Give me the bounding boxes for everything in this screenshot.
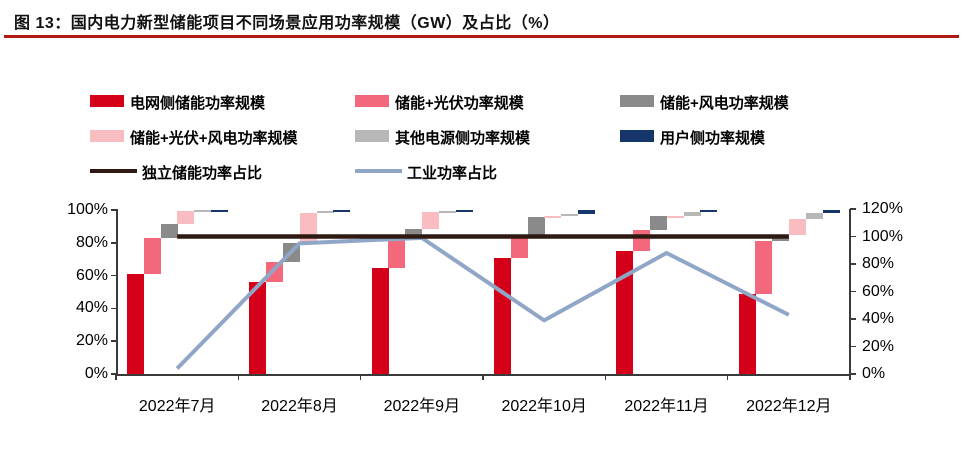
right-axis-label: 80%: [862, 255, 895, 272]
x-axis-tick: [849, 374, 851, 380]
bar-用户侧功率规模-2022年7月: [211, 210, 228, 212]
bar-储能+风电功率规模-2022年10月: [527, 217, 545, 238]
legend-label-4: 其他电源侧功率规模: [395, 130, 531, 147]
x-axis-tick: [726, 374, 729, 380]
right-axis-tick: [850, 318, 856, 320]
legend-swatch-4: [355, 130, 389, 142]
left-axis-tick: [111, 373, 116, 375]
bar-用户侧功率规模-2022年10月: [578, 210, 595, 215]
bar-储能+光伏+风电功率规模-2022年11月: [666, 215, 684, 218]
bar-储能+光伏+风电功率规模-2022年7月: [177, 210, 195, 224]
bar-电网侧储能功率规模-2022年8月: [249, 282, 267, 374]
x-axis-label: 2022年9月: [383, 398, 461, 415]
x-axis-label: 2022年11月: [624, 398, 709, 415]
right-axis-line: [849, 209, 851, 375]
right-axis-tick: [850, 263, 856, 265]
right-axis-label: 40%: [862, 310, 895, 327]
bar-其他电源侧功率规模-2022年7月: [194, 210, 212, 213]
right-axis-tick: [850, 235, 856, 238]
bar-储能+光伏功率规模-2022年10月: [510, 237, 528, 258]
left-axis-tick: [111, 209, 116, 211]
x-axis-tick: [237, 374, 240, 380]
x-axis-label: 2022年7月: [138, 398, 216, 415]
bar-储能+风电功率规模-2022年7月: [160, 223, 178, 238]
legend-swatch-5: [620, 130, 654, 142]
right-axis-tick: [850, 208, 856, 210]
legend-label-0: 电网侧储能功率规模: [130, 95, 266, 112]
right-axis-tick: [850, 373, 856, 375]
legend: 电网侧储能功率规模 储能+光伏功率规模 储能+风电功率规模储能+光伏+风电功率规模 其…: [0, 0, 963, 200]
left-axis-tick: [111, 307, 116, 310]
legend-line-swatch-7: [355, 169, 402, 173]
x-axis-tick: [604, 374, 607, 380]
bar-电网侧储能功率规模-2022年7月: [127, 273, 144, 374]
x-axis-label: 2022年12月: [746, 398, 832, 415]
left-axis-tick: [111, 340, 116, 342]
left-axis-label: 100%: [67, 201, 108, 218]
line-工业功率占比: [175, 235, 790, 370]
left-axis-tick: [111, 274, 116, 277]
legend-swatch-1: [355, 95, 389, 107]
bar-电网侧储能功率规模-2022年12月: [738, 293, 756, 374]
legend-label-2: 储能+风电功率规模: [660, 95, 789, 112]
right-axis-tick: [850, 345, 856, 348]
right-axis-tick: [850, 290, 856, 293]
legend-swatch-3: [90, 130, 124, 142]
left-axis-label: 60%: [75, 266, 108, 284]
right-axis-label: 100%: [862, 227, 903, 245]
x-axis-tick: [359, 374, 362, 380]
x-axis-tick: [482, 374, 484, 380]
figure-title: 图 13：国内电力新型储能项目不同场景应用功率规模（GW）及占比（%）: [14, 15, 560, 32]
bar-储能+光伏功率规模-2022年12月: [755, 241, 773, 294]
bar-其他电源侧功率规模-2022年12月: [805, 213, 823, 219]
bar-其他电源侧功率规模-2022年10月: [561, 214, 579, 217]
legend-label-3: 储能+光伏+风电功率规模: [130, 130, 298, 147]
x-axis-label: 2022年8月: [261, 398, 338, 415]
bar-用户侧功率规模-2022年9月: [455, 210, 473, 212]
legend-label-6: 独立储能功率占比: [142, 165, 263, 182]
right-axis-label: 20%: [862, 337, 895, 355]
legend-swatch-0: [90, 95, 124, 107]
legend-label-5: 用户侧功率规模: [660, 130, 766, 147]
left-axis-label: 80%: [75, 233, 108, 251]
bar-电网侧储能功率规模-2022年10月: [494, 257, 511, 374]
bar-电网侧储能功率规模-2022年9月: [371, 268, 389, 374]
left-axis-label: 40%: [75, 299, 108, 317]
legend-label-7: 工业功率占比: [407, 165, 498, 182]
right-axis-label: 0%: [862, 365, 886, 382]
bar-电网侧储能功率规模-2022年11月: [616, 251, 634, 374]
bar-储能+光伏功率规模-2022年7月: [143, 237, 161, 274]
bar-用户侧功率规模-2022年8月: [333, 210, 351, 212]
left-axis-label: 0%: [84, 365, 108, 382]
bar-储能+光伏+风电功率规模-2022年10月: [544, 216, 562, 219]
bar-其他电源侧功率规模-2022年9月: [438, 210, 456, 213]
left-axis-line: [116, 209, 118, 375]
legend-swatch-2: [620, 95, 654, 107]
title-underline-rule: [4, 35, 959, 38]
legend-line-swatch-6: [90, 169, 137, 173]
left-axis-tick: [111, 242, 116, 244]
bar-储能+光伏+风电功率规模-2022年9月: [422, 212, 440, 229]
x-axis-label: 2022年10月: [501, 398, 587, 415]
left-axis-label: 20%: [75, 332, 108, 350]
bar-用户侧功率规模-2022年11月: [700, 210, 718, 213]
x-axis-tick: [115, 374, 117, 380]
bar-用户侧功率规模-2022年12月: [822, 210, 840, 214]
bar-储能+光伏+风电功率规模-2022年12月: [789, 219, 807, 236]
bar-储能+风电功率规模-2022年11月: [649, 216, 667, 230]
right-axis-label: 60%: [862, 282, 895, 300]
bar-其他电源侧功率规模-2022年8月: [316, 210, 334, 214]
bar-其他电源侧功率规模-2022年11月: [683, 212, 701, 216]
bar-储能+光伏功率规模-2022年9月: [388, 240, 406, 269]
right-axis-label: 120%: [862, 200, 903, 217]
legend-label-1: 储能+光伏功率规模: [395, 95, 524, 112]
